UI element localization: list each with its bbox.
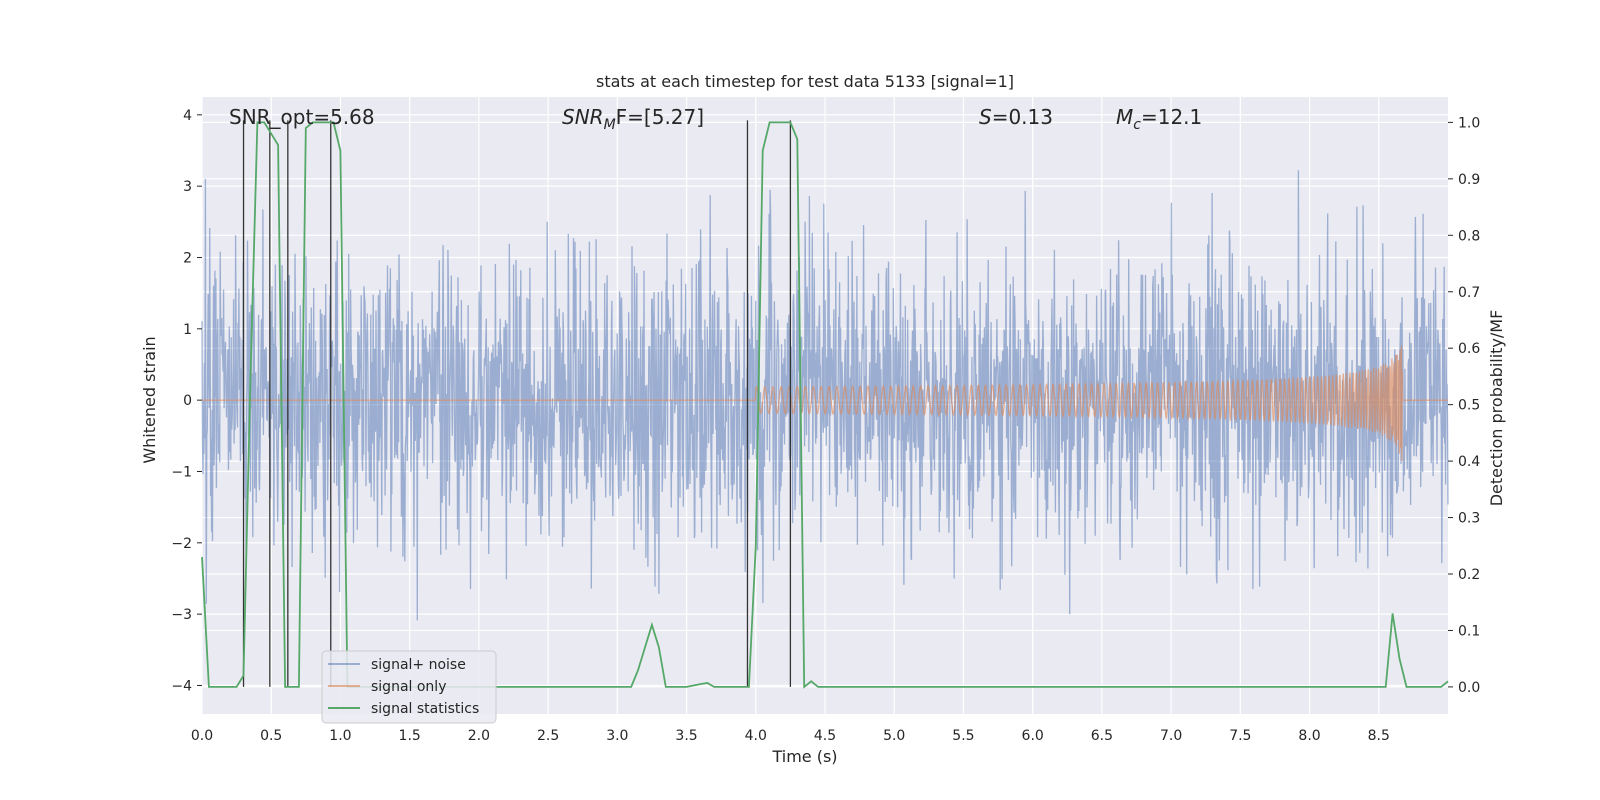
x-tick-label: 7.0 [1160, 728, 1182, 744]
y-left-tick-label: 3 [183, 179, 192, 195]
y-right-tick-label: 1.0 [1458, 115, 1480, 131]
y-right-tick-label: 0.3 [1458, 511, 1480, 527]
series-signal-statistics [201, 121, 1449, 689]
y-left-axis-ticks: −4 −3 −2 −1 0 1 2 3 4 [171, 108, 202, 694]
series-line-signal-statistics [201, 121, 1449, 689]
y-right-tick-label: 0.2 [1458, 567, 1480, 583]
x-axis-title: Time (s) [771, 747, 837, 766]
x-tick-label: 7.5 [1229, 728, 1251, 744]
y-right-axis-ticks: 0.0 0.1 0.2 0.3 0.4 0.5 0.6 0.7 0.8 0.9 1.0 [1448, 115, 1480, 696]
y-right-tick-label: 0.8 [1458, 228, 1480, 244]
annotation-snr-opt: SNR_opt=5.68 [229, 105, 375, 129]
y-left-axis-title: Whitened strain [140, 336, 159, 463]
x-tick-label: 6.0 [1022, 728, 1044, 744]
series-line-signal-only [202, 345, 1448, 462]
vertical-markers [242, 120, 792, 687]
y-right-axis-title: Detection probability/MF [1487, 310, 1506, 507]
annotation-mc: Mc=12.1 [1116, 105, 1202, 133]
y-left-tick-label: −3 [171, 607, 192, 623]
y-left-tick-label: 0 [183, 393, 192, 409]
x-tick-label: 3.5 [675, 728, 697, 744]
y-right-tick-label: 0.0 [1458, 680, 1480, 696]
legend-box [321, 650, 497, 724]
legend: signal+ noise signal only signal statist… [321, 650, 497, 724]
y-left-tick-label: 2 [183, 250, 192, 266]
legend-label-signal-statistics: signal statistics [371, 701, 479, 717]
x-tick-label: 0.5 [260, 728, 282, 744]
x-tick-label: 8.0 [1298, 728, 1320, 744]
legend-label-signal-only: signal only [371, 679, 446, 695]
y-right-tick-label: 0.1 [1458, 623, 1480, 639]
chart-title: stats at each timestep for test data 513… [596, 72, 1014, 91]
y-right-tick-label: 0.5 [1458, 398, 1480, 414]
y-right-tick-label: 0.6 [1458, 341, 1480, 357]
x-tick-label: 5.0 [883, 728, 905, 744]
x-tick-label: 0.0 [191, 728, 213, 744]
y-left-tick-label: 4 [183, 108, 192, 124]
y-left-tick-label: −2 [171, 536, 192, 552]
y-left-tick-label: −1 [171, 464, 192, 480]
x-axis-ticks: 0.0 0.5 1.0 1.5 2.0 2.5 3.0 3.5 4.0 4.5 5.0 5.5 6.0 6… [191, 728, 1390, 744]
x-tick-label: 4.5 [814, 728, 836, 744]
x-tick-label: 2.5 [537, 728, 559, 744]
y-right-tick-label: 0.7 [1458, 285, 1480, 301]
y-right-tick-label: 0.4 [1458, 454, 1480, 470]
y-right-tick-label: 0.9 [1458, 172, 1480, 188]
x-tick-label: 5.5 [952, 728, 974, 744]
legend-label-signal-noise: signal+ noise [371, 657, 466, 673]
annotation-s: S=0.13 [979, 105, 1053, 129]
y-left-tick-label: −4 [171, 678, 192, 694]
x-tick-label: 3.0 [606, 728, 628, 744]
series-signal-only [202, 345, 1448, 462]
x-tick-label: 1.5 [399, 728, 421, 744]
annotation-snr-mf: SNRMF=[5.27] [562, 105, 704, 133]
x-tick-label: 6.5 [1091, 728, 1113, 744]
x-tick-label: 2.0 [468, 728, 490, 744]
y-left-tick-label: 1 [183, 322, 192, 338]
x-tick-label: 8.5 [1368, 728, 1390, 744]
x-tick-label: 1.0 [329, 728, 351, 744]
x-tick-label: 4.0 [745, 728, 767, 744]
